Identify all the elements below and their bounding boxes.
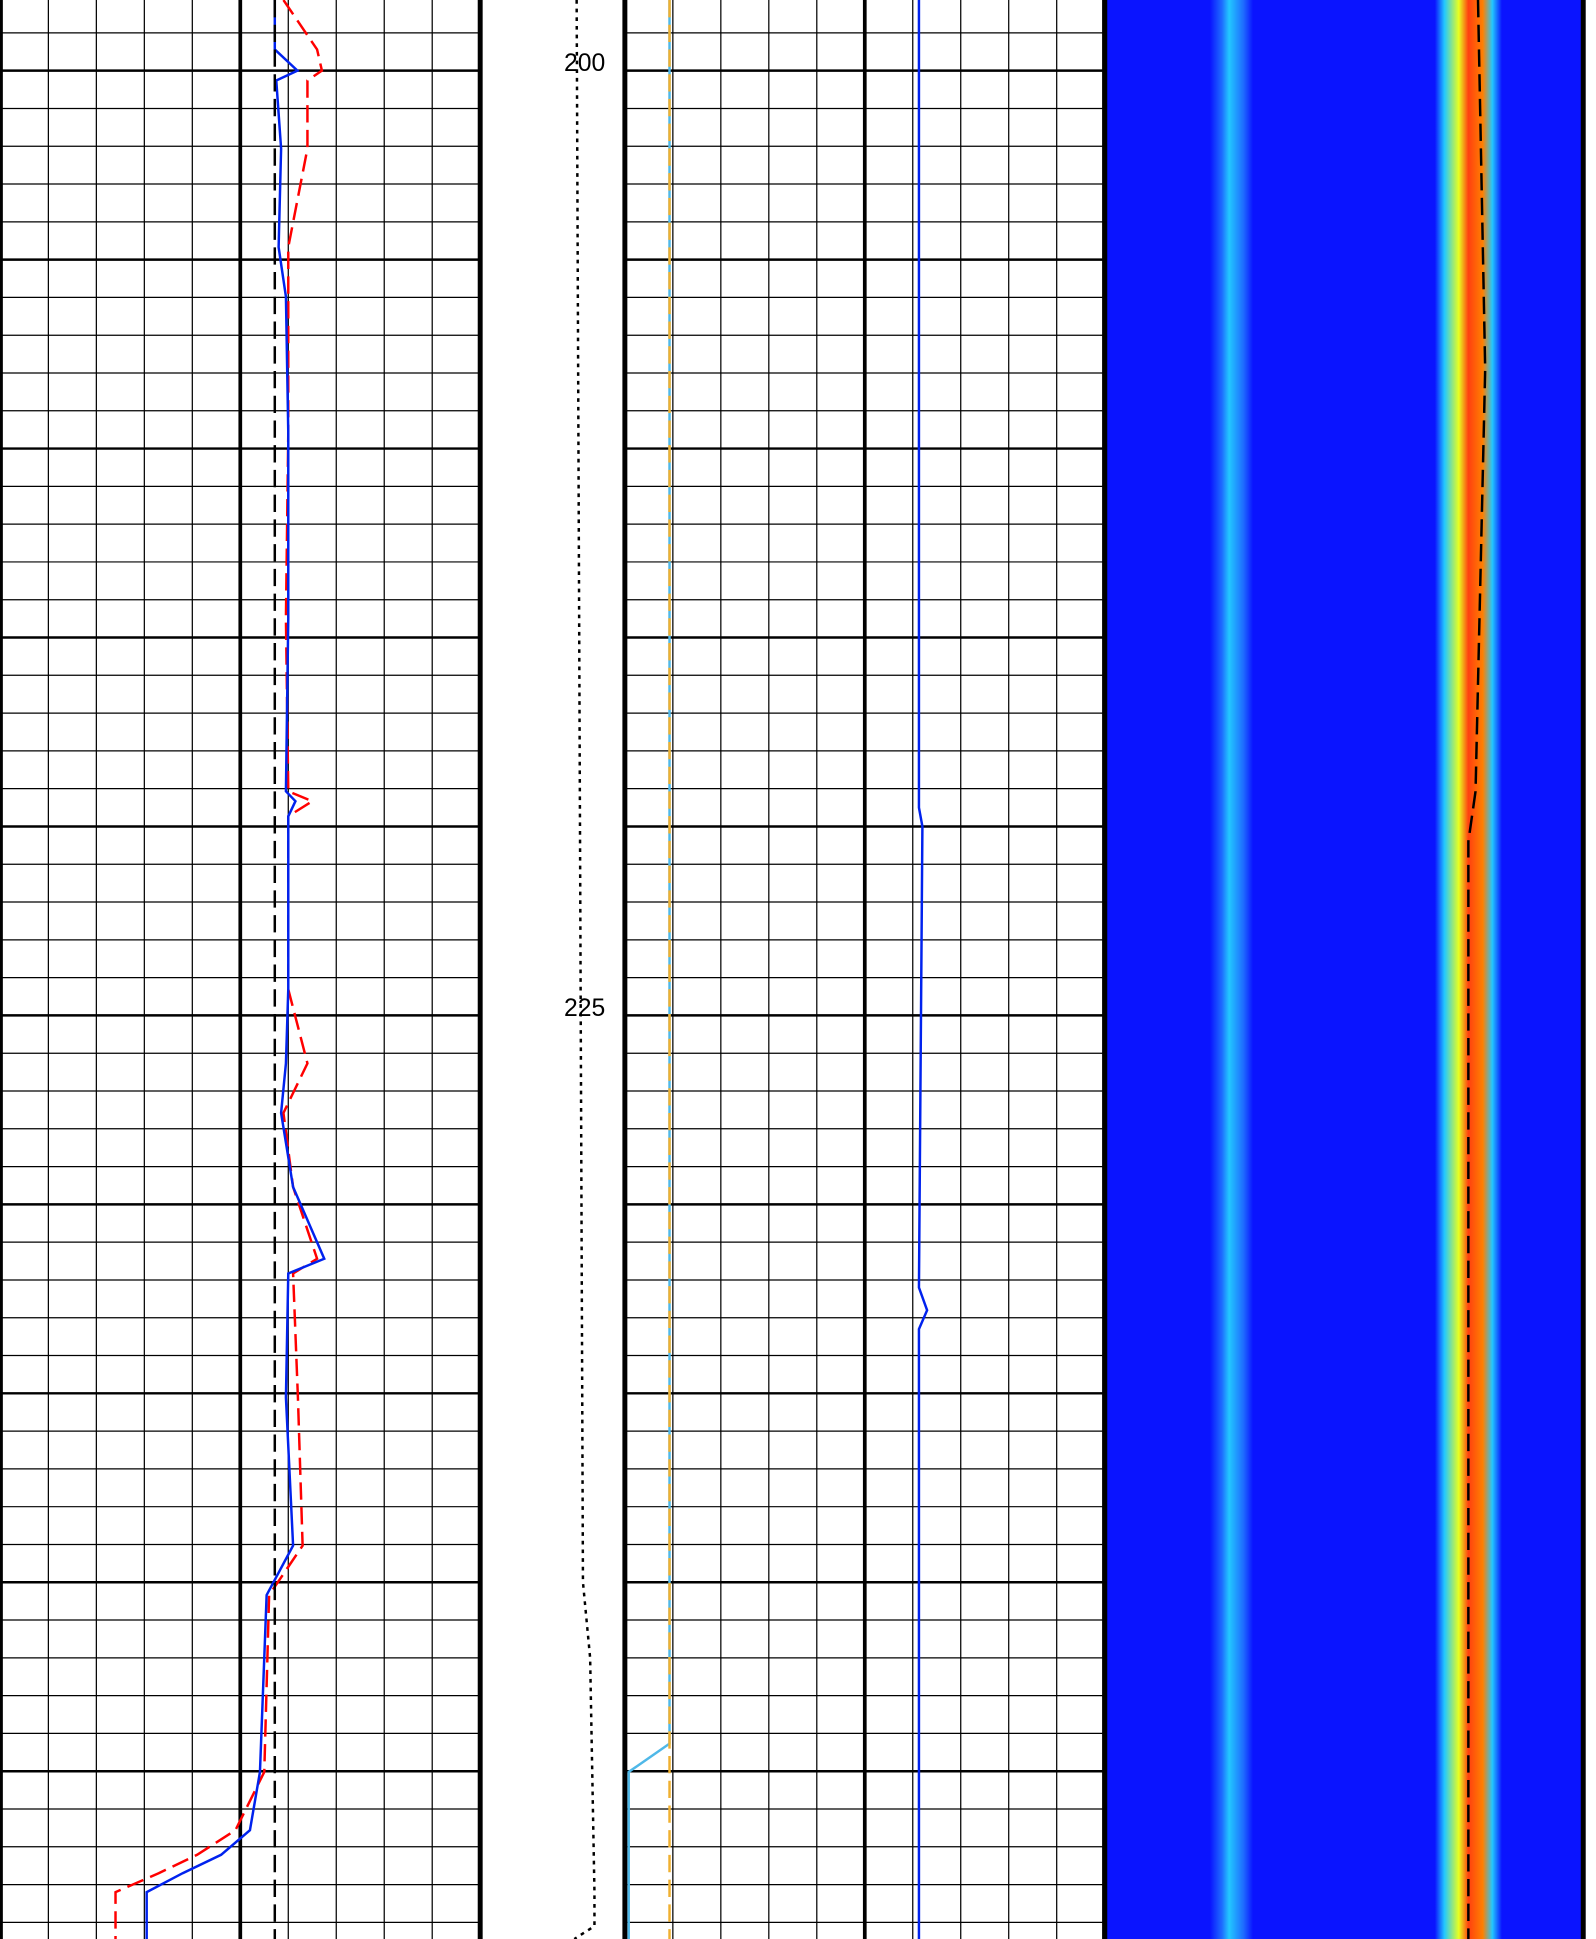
log-curve — [627, 0, 671, 1939]
log-curve — [145, 0, 326, 1939]
depth-label: 225 — [564, 995, 605, 1022]
image-track — [1104, 0, 1584, 1939]
log-curve — [573, 0, 596, 1939]
depth-label: 200 — [564, 50, 605, 77]
log-curve — [1467, 0, 1487, 1939]
log-curve — [917, 0, 929, 1939]
log-curve — [114, 0, 324, 1939]
